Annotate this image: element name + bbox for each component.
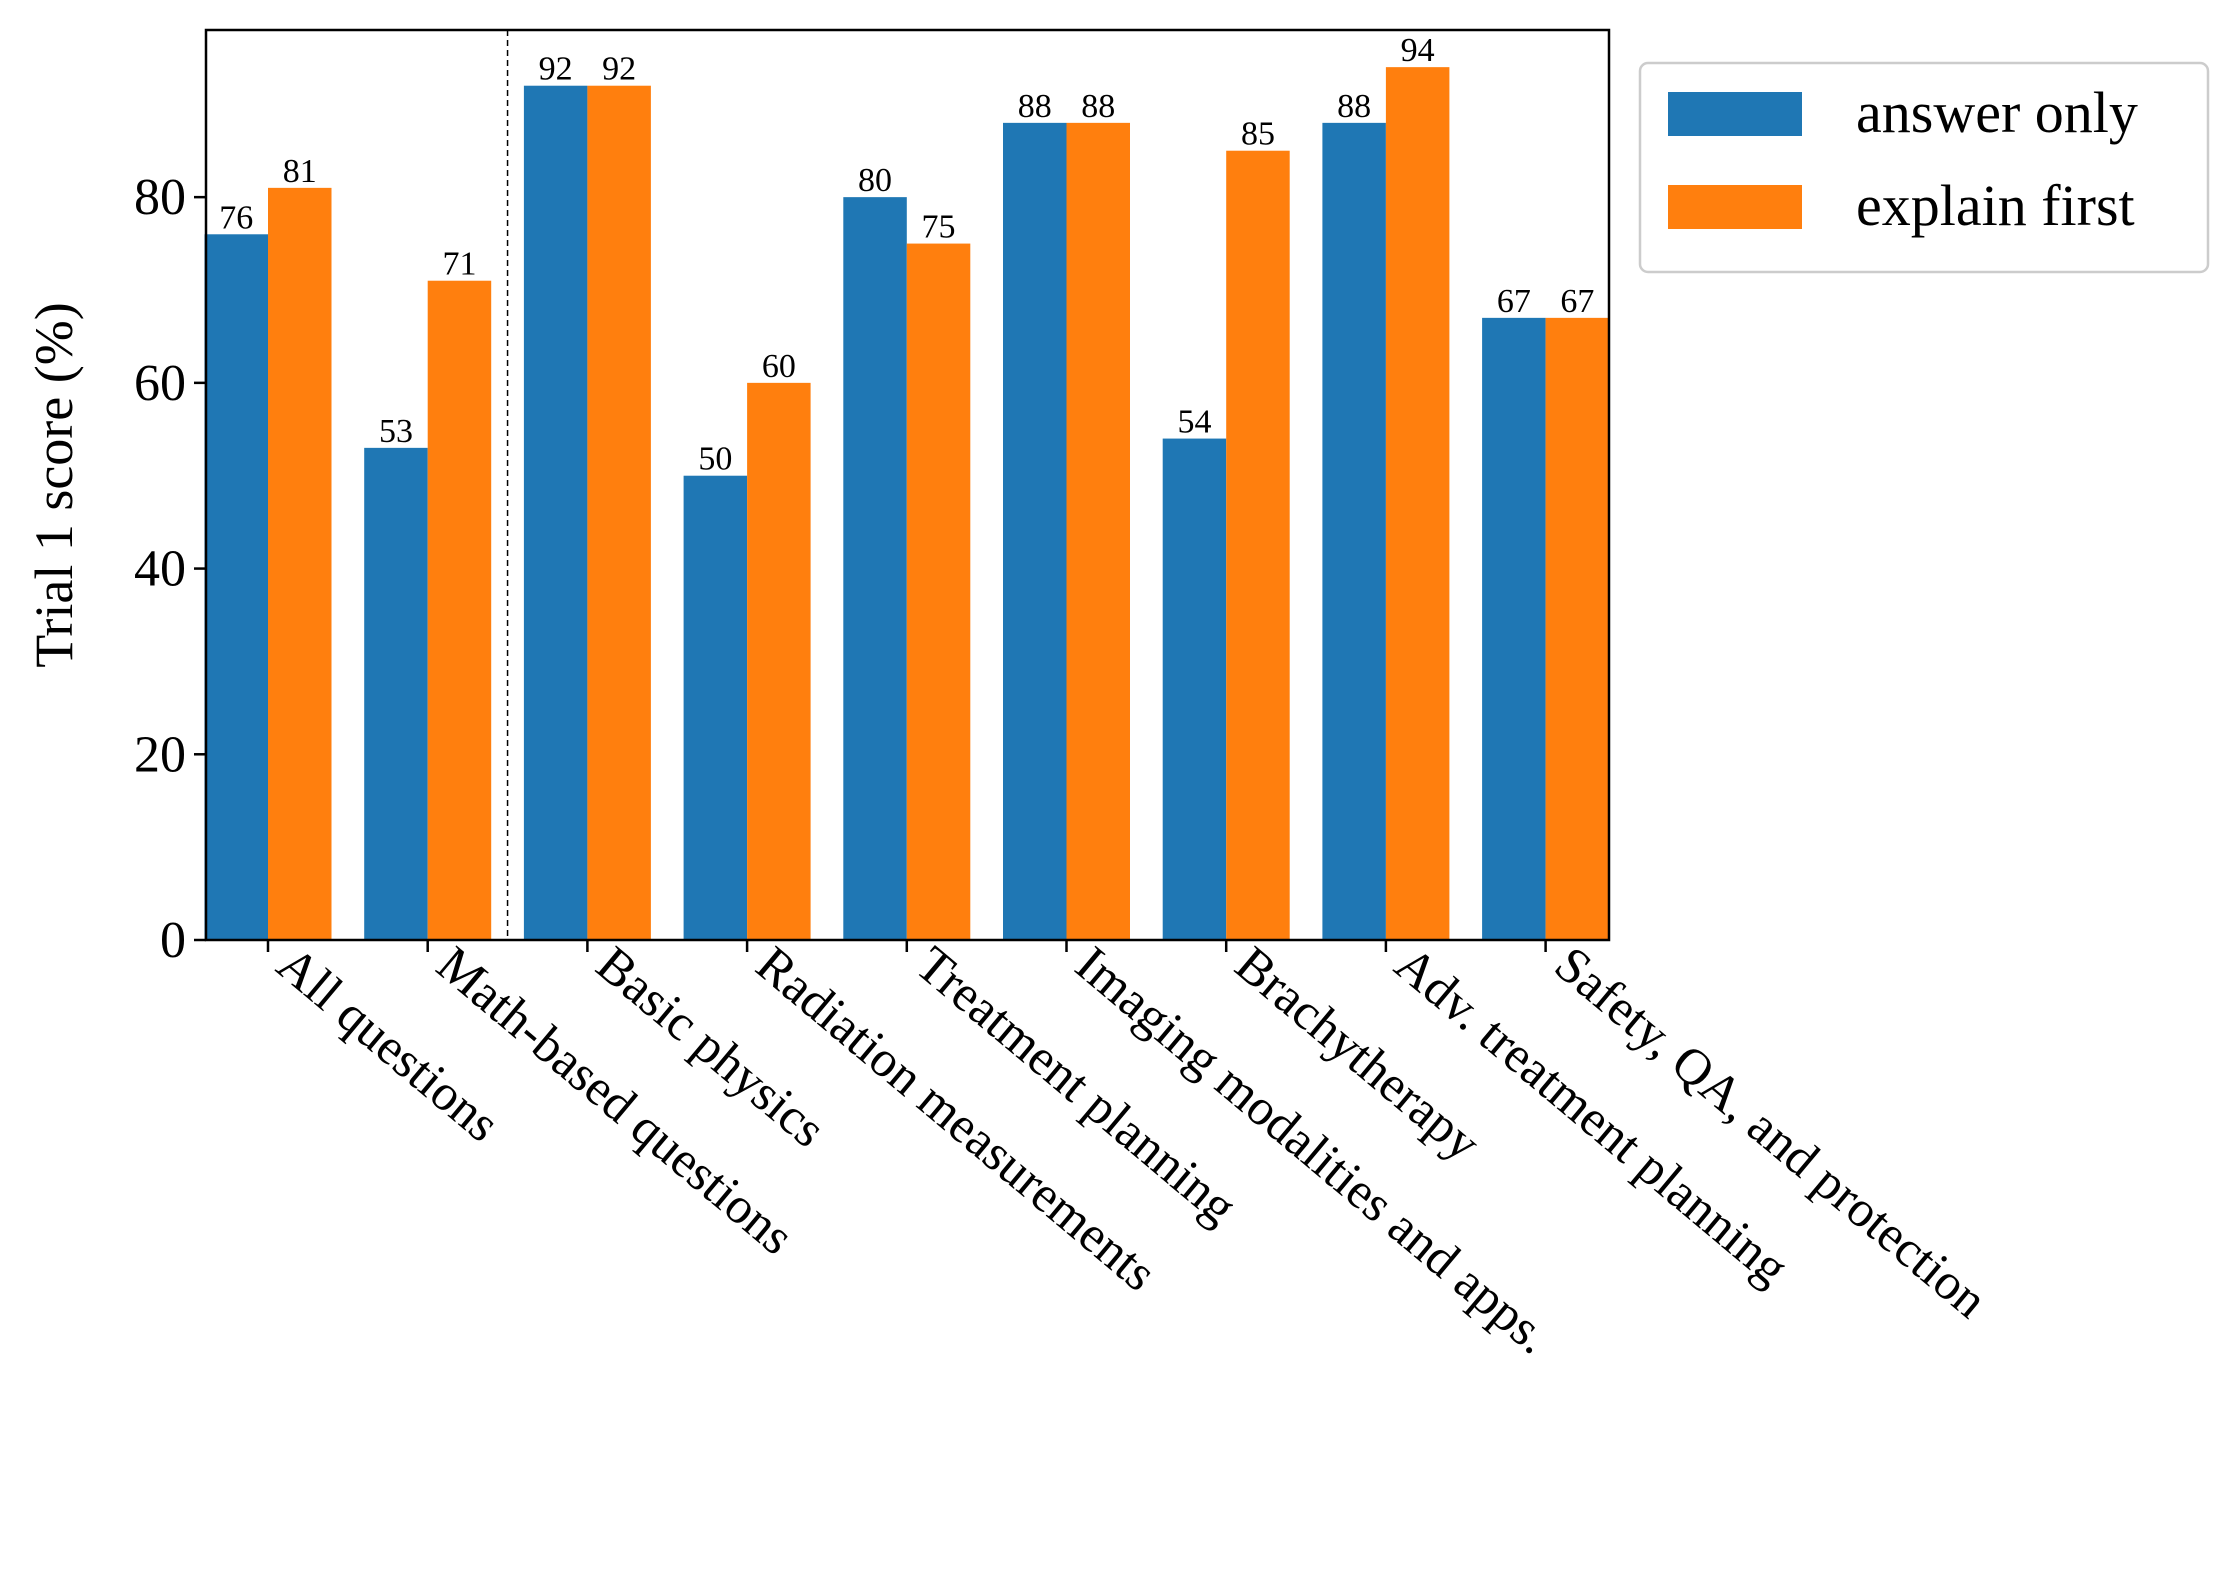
bar-explain-first-basic-physics [587, 85, 651, 940]
bar-answer-only-radiation-measurements [683, 475, 748, 940]
legend-swatch-explain-first [1668, 185, 1802, 229]
bar-answer-only-imaging-modalities-and-apps [1003, 122, 1067, 941]
legend: answer only explain first [1638, 61, 2210, 274]
data-label-explain-first-brachytherapy: 85 [1241, 116, 1275, 153]
bars-layer [204, 67, 1610, 941]
bar-answer-only-basic-physics [523, 85, 588, 940]
y-tick-label-20: 20 [134, 726, 186, 783]
bar-answer-only-treatment-planning [843, 197, 907, 941]
legend-swatch-answer-only [1668, 92, 1802, 136]
bar-explain-first-brachytherapy [1226, 150, 1290, 940]
data-label-answer-only-adv-treatment-planning: 88 [1337, 88, 1371, 125]
bar-explain-first-adv-treatment-planning [1385, 67, 1450, 940]
y-axis-label: Trial 1 score (%) [24, 302, 84, 667]
bar-answer-only-adv-treatment-planning [1322, 122, 1386, 941]
data-label-answer-only-safety-qa-and-protection: 67 [1497, 283, 1531, 320]
data-label-explain-first-treatment-planning: 75 [922, 209, 956, 246]
legend-label-answer-only: answer only [1856, 80, 2138, 145]
data-labels-layer: 76 53 92 50 80 88 54 88 67 81 71 92 60 75 88 85 94 67 [219, 32, 1594, 478]
data-label-explain-first-safety-qa-and-protection: 67 [1560, 283, 1594, 320]
bar-explain-first-math-based-questions [427, 280, 492, 940]
data-label-explain-first-imaging-modalities-and-apps: 88 [1081, 88, 1115, 125]
bar-explain-first-treatment-planning [906, 243, 971, 941]
bar-explain-first-all-questions [268, 187, 332, 940]
bar-explain-first-safety-qa-and-protection [1545, 317, 1610, 940]
y-axis: 0 20 40 60 80 [134, 169, 206, 969]
data-label-explain-first-basic-physics: 92 [602, 51, 636, 88]
data-label-answer-only-basic-physics: 92 [539, 51, 573, 88]
y-tick-label-80: 80 [134, 169, 186, 226]
bar-answer-only-safety-qa-and-protection [1482, 317, 1546, 940]
legend-label-explain-first: explain first [1856, 173, 2135, 238]
data-label-answer-only-radiation-measurements: 50 [698, 441, 732, 478]
bar-answer-only-brachytherapy [1162, 438, 1227, 940]
data-label-answer-only-treatment-planning: 80 [858, 162, 892, 199]
data-label-answer-only-math-based-questions: 53 [379, 413, 413, 450]
data-label-explain-first-adv-treatment-planning: 94 [1401, 32, 1435, 69]
data-label-explain-first-all-questions: 81 [283, 153, 317, 190]
y-tick-label-0: 0 [160, 912, 186, 969]
bar-answer-only-all-questions [204, 234, 268, 941]
y-tick-label-60: 60 [134, 355, 186, 412]
data-label-explain-first-math-based-questions: 71 [442, 246, 476, 283]
data-label-answer-only-imaging-modalities-and-apps: 88 [1018, 88, 1052, 125]
bar-answer-only-math-based-questions [364, 447, 428, 940]
data-label-answer-only-brachytherapy: 54 [1177, 404, 1211, 441]
data-label-explain-first-radiation-measurements: 60 [762, 348, 796, 385]
data-label-answer-only-all-questions: 76 [219, 199, 253, 236]
bar-explain-first-imaging-modalities-and-apps [1066, 122, 1130, 941]
y-tick-label-40: 40 [134, 541, 186, 598]
bar-explain-first-radiation-measurements [747, 382, 811, 940]
